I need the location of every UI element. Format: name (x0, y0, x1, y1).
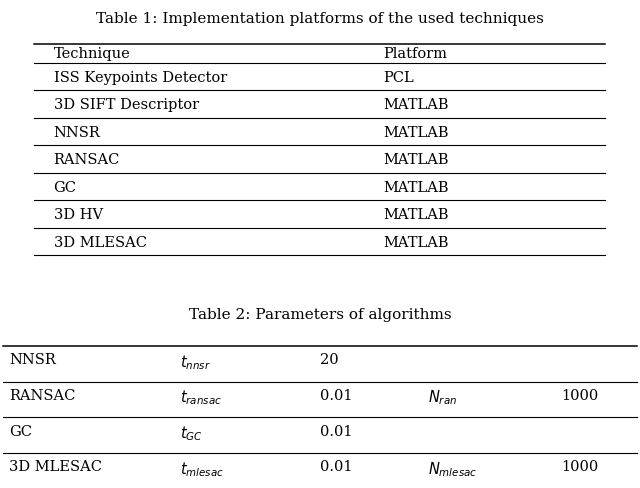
Text: 0.01: 0.01 (320, 461, 353, 474)
Text: Table 1: Implementation platforms of the used techniques: Table 1: Implementation platforms of the… (96, 12, 544, 26)
Text: NNSR: NNSR (9, 353, 56, 367)
Text: 20: 20 (320, 353, 339, 367)
Text: $t_{ransac}$: $t_{ransac}$ (180, 389, 222, 407)
Text: GC: GC (54, 181, 77, 195)
Text: 3D MLESAC: 3D MLESAC (54, 236, 147, 250)
Text: 0.01: 0.01 (320, 425, 353, 439)
Text: GC: GC (9, 425, 32, 439)
Text: 3D SIFT Descriptor: 3D SIFT Descriptor (54, 99, 198, 112)
Text: $t_{GC}$: $t_{GC}$ (180, 425, 204, 443)
Text: Table 2: Parameters of algorithms: Table 2: Parameters of algorithms (189, 308, 451, 322)
Text: $N_{ran}$: $N_{ran}$ (428, 389, 457, 407)
Text: $t_{mlesac}$: $t_{mlesac}$ (180, 461, 225, 479)
Text: ISS Keypoints Detector: ISS Keypoints Detector (54, 71, 227, 85)
Text: MATLAB: MATLAB (383, 181, 449, 195)
Text: 0.01: 0.01 (320, 389, 353, 403)
Text: 1000: 1000 (561, 389, 598, 403)
Text: MATLAB: MATLAB (383, 126, 449, 140)
Text: 3D MLESAC: 3D MLESAC (9, 461, 102, 474)
Text: RANSAC: RANSAC (54, 153, 120, 167)
Text: NNSR: NNSR (54, 126, 100, 140)
Text: 1000: 1000 (561, 461, 598, 474)
Text: MATLAB: MATLAB (383, 153, 449, 167)
Text: MATLAB: MATLAB (383, 99, 449, 112)
Text: $N_{mlesac}$: $N_{mlesac}$ (428, 461, 477, 479)
Text: MATLAB: MATLAB (383, 208, 449, 223)
Text: Platform: Platform (383, 47, 447, 61)
Text: $t_{nnsr}$: $t_{nnsr}$ (180, 353, 211, 372)
Text: MATLAB: MATLAB (383, 236, 449, 250)
Text: Technique: Technique (54, 47, 131, 61)
Text: PCL: PCL (383, 71, 414, 85)
Text: 3D HV: 3D HV (54, 208, 102, 223)
Text: RANSAC: RANSAC (9, 389, 76, 403)
